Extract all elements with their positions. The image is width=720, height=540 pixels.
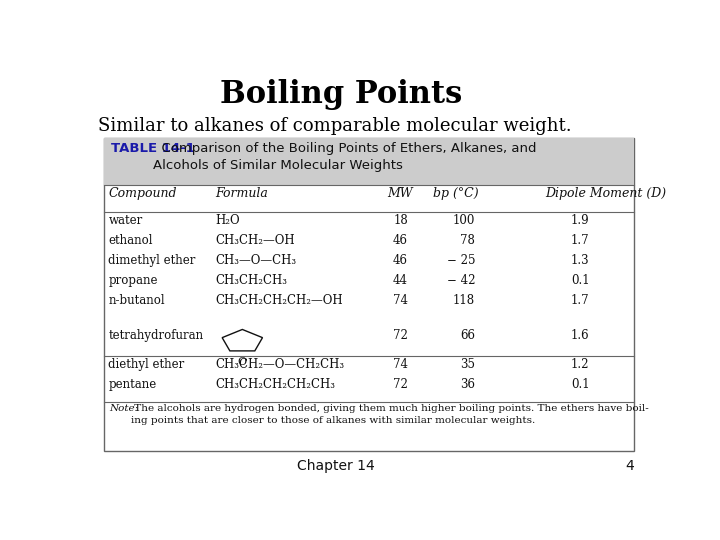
Text: Formula: Formula: [215, 187, 269, 200]
Bar: [104, 138, 634, 451]
Text: 44: 44: [393, 274, 408, 287]
Text: 1.6: 1.6: [571, 329, 590, 342]
Text: Compound: Compound: [109, 187, 177, 200]
Text: Chapter 14: Chapter 14: [297, 459, 374, 473]
Bar: [104, 138, 634, 185]
Text: tetrahydrofuran: tetrahydrofuran: [109, 329, 204, 342]
Text: − 25: − 25: [446, 254, 475, 267]
Text: CH₃—O—CH₃: CH₃—O—CH₃: [215, 254, 297, 267]
Text: CH₃CH₂CH₃: CH₃CH₂CH₃: [215, 274, 287, 287]
Text: CH₃CH₂CH₂CH₂CH₃: CH₃CH₂CH₂CH₂CH₃: [215, 378, 336, 391]
Text: 46: 46: [393, 254, 408, 267]
Text: 4: 4: [625, 459, 634, 473]
Text: 0.1: 0.1: [571, 274, 590, 287]
Text: O: O: [238, 357, 247, 367]
Text: propane: propane: [109, 274, 158, 287]
Text: pentane: pentane: [109, 378, 157, 391]
Text: n-butanol: n-butanol: [109, 294, 165, 307]
Text: Comparison of the Boiling Points of Ethers, Alkanes, and
Alcohols of Similar Mol: Comparison of the Boiling Points of Ethe…: [153, 141, 536, 172]
Text: 66: 66: [460, 329, 475, 342]
Text: 74: 74: [393, 294, 408, 307]
Text: 1.2: 1.2: [571, 358, 590, 371]
Text: 0.1: 0.1: [571, 378, 590, 391]
Text: Dipole Moment (D): Dipole Moment (D): [545, 187, 666, 200]
Text: 1.9: 1.9: [571, 214, 590, 227]
Text: diethyl ether: diethyl ether: [109, 358, 184, 371]
Text: ethanol: ethanol: [109, 234, 153, 247]
Text: 100: 100: [453, 214, 475, 227]
Text: 46: 46: [393, 234, 408, 247]
Text: TABLE 14-1: TABLE 14-1: [111, 141, 195, 155]
Text: dimethyl ether: dimethyl ether: [109, 254, 196, 267]
Text: The alcohols are hydrogen bonded, giving them much higher boiling points. The et: The alcohols are hydrogen bonded, giving…: [131, 404, 649, 425]
Text: 36: 36: [460, 378, 475, 391]
Text: 1.3: 1.3: [571, 254, 590, 267]
Text: − 42: − 42: [446, 274, 475, 287]
Text: 72: 72: [393, 329, 408, 342]
Text: CH₃CH₂—O—CH₂CH₃: CH₃CH₂—O—CH₂CH₃: [215, 358, 345, 371]
Text: 1.7: 1.7: [571, 294, 590, 307]
Text: CH₃CH₂—OH: CH₃CH₂—OH: [215, 234, 295, 247]
Text: 78: 78: [460, 234, 475, 247]
Text: 74: 74: [393, 358, 408, 371]
Text: Note:: Note:: [109, 404, 139, 413]
Text: 118: 118: [453, 294, 475, 307]
Text: 18: 18: [393, 214, 408, 227]
Text: 72: 72: [393, 378, 408, 391]
Text: 35: 35: [460, 358, 475, 371]
Text: CH₃CH₂CH₂CH₂—OH: CH₃CH₂CH₂CH₂—OH: [215, 294, 343, 307]
Text: Boiling Points: Boiling Points: [220, 79, 462, 110]
Text: bp (°C): bp (°C): [433, 187, 478, 200]
Text: H₂O: H₂O: [215, 214, 240, 227]
Text: Similar to alkanes of comparable molecular weight.: Similar to alkanes of comparable molecul…: [99, 117, 572, 135]
Text: MW: MW: [387, 187, 413, 200]
Text: water: water: [109, 214, 143, 227]
Text: 1.7: 1.7: [571, 234, 590, 247]
